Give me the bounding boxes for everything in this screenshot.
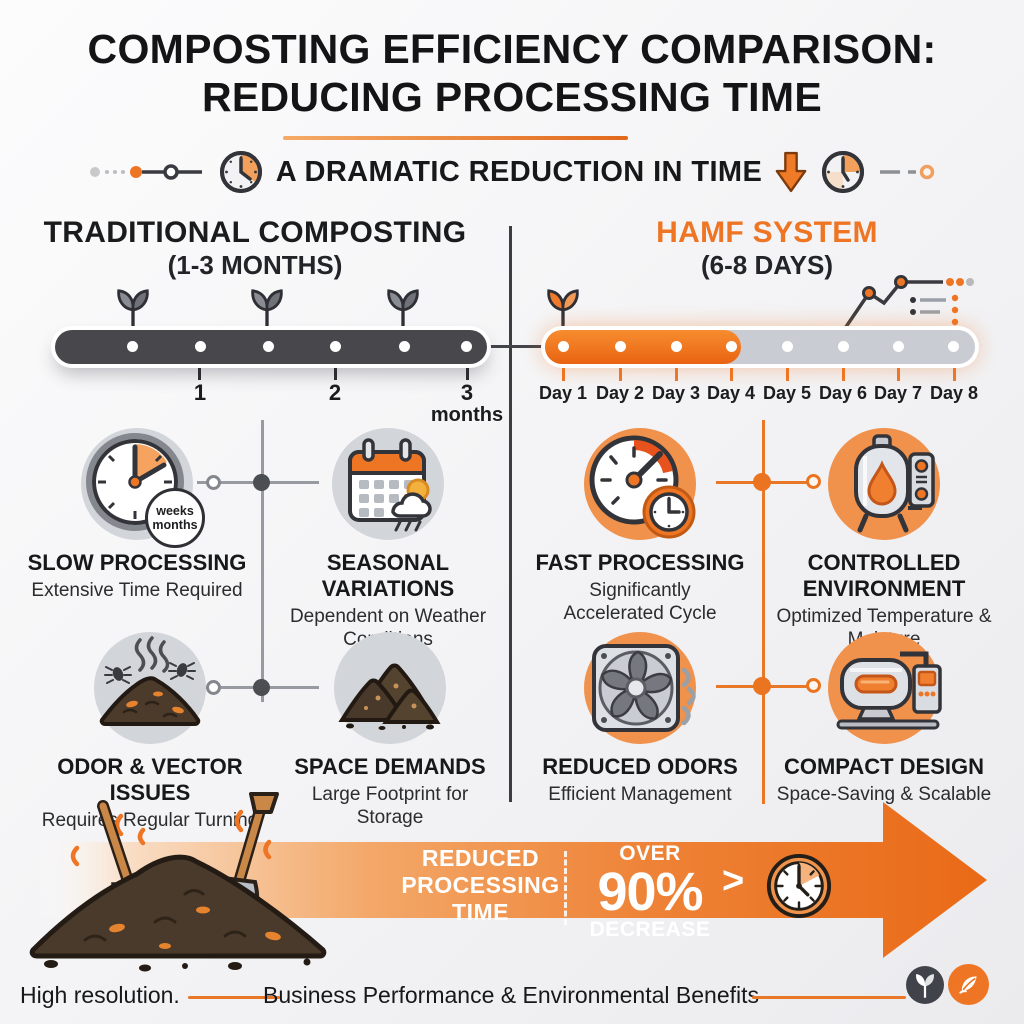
feature-title: COMPACT DESIGN [783,754,985,779]
feature-slow-processing: weeks months SLOW PROCESSING Extensive T… [12,428,262,602]
exhaust-fan-icon [592,644,696,732]
speedometer-clock-icon [589,435,696,539]
feature-title: FAST PROCESSING [535,550,745,575]
calendar-weather-icon [348,438,432,532]
feature-compact-design: COMPACT DESIGN Space-Saving & Scalable [759,632,1009,806]
feature-space-demands: SPACE DEMANDS Large Footprint for Storag… [265,632,515,829]
timeline-decoration-left-icon [89,164,202,180]
stat-suffix: DECREASE [589,918,711,941]
footer-center-text: Business Performance & Environmental Ben… [262,982,760,1008]
hamf-title: HAMF SYSTEM [656,216,878,249]
subtitle-text: A DRAMATIC REDUCTION IN TIME [275,155,763,188]
compact-machine-icon [836,651,942,730]
chevron-right: > [722,860,745,902]
month-tick [198,368,201,380]
badge-line: weeks [156,504,194,518]
leaf-logo [948,964,989,1005]
traditional-timeline-bar [55,330,487,364]
feature-odor-vector-issues: ODOR & VECTOR ISSUES Requires Regular Tu… [25,632,275,832]
clock-icon [822,151,865,193]
reduction-arrow [35,802,987,958]
feature-subtitle: Space-Saving & Scalable [776,784,992,805]
feature-subtitle: Requires Regular Turning [41,810,259,831]
feature-seasonal-variations: SEASONAL VARIATIONS Dependent on Weather… [263,428,513,651]
stat-prefix: OVER [619,842,681,865]
banner-clock-icon [766,853,832,919]
feature-reduced-odors: REDUCED ODORS Efficient Management [515,632,765,806]
hamf-timeline-progress [545,330,741,364]
traditional-title: TRADITIONAL COMPOSTING [43,216,467,249]
footer-left-text: High resolution. [20,982,180,1008]
feature-subtitle: Significantly Accelerated Cycle [563,580,717,624]
connector-line [762,420,765,804]
sprout-icon [117,289,149,329]
clock-icon [219,151,262,193]
day-label: Day 4 [706,383,756,403]
connector-node [806,474,821,489]
day-label: Day 8 [929,383,979,403]
connector-node [806,678,821,693]
feature-title: SLOW PROCESSING [27,550,247,575]
hamf-duration: (6-8 DAYS) [701,250,833,280]
day-label: Day 2 [595,383,645,403]
month-tick [334,368,337,380]
day-label: Day 7 [873,383,923,403]
tank-moisture-icon [854,434,935,533]
feature-fast-processing: FAST PROCESSING Significantly Accelerate… [515,428,765,625]
feature-subtitle: Efficient Management [548,784,732,805]
feature-title: REDUCED ODORS [542,754,738,779]
month-label: 3 [460,380,474,405]
month-label: 1 [193,380,207,405]
connector-node [253,474,270,491]
connector-node [753,473,771,491]
sprout-logo [906,966,944,1004]
feature-controlled-environment: CONTROLLED ENVIRONMENT Optimized Tempera… [759,428,1009,651]
growth-chart-icon [833,275,974,344]
connector-node [253,679,270,696]
feature-title: ODOR & VECTOR ISSUES [57,754,243,805]
hamf-timeline-bar [545,330,975,364]
compost-pile-illustration [29,792,327,972]
day-label: Day 3 [651,383,701,403]
sprout-icon-orange [547,289,579,329]
column-divider [509,226,512,802]
page-title-line2: REDUCING PROCESSING TIME [202,74,822,120]
month-unit-label: months [430,404,504,426]
sprout-icon [387,289,419,329]
stat-value: 90% [597,862,703,922]
month-tick [466,368,469,380]
connector-node [206,475,221,490]
footer-divider-line [752,996,906,999]
compost-piles-icon [338,663,441,730]
feature-subtitle: Large Footprint for Storage [311,784,469,828]
timeline-connector-line [484,345,548,348]
compost-odor-icon [99,636,201,726]
connector-node [753,677,771,695]
subtitle-row: A DRAMATIC REDUCTION IN TIME [0,148,1024,196]
feature-subtitle: Extensive Time Required [31,580,243,601]
feature-title: CONTROLLED ENVIRONMENT [802,550,966,601]
banner-stat: OVER 90% DECREASE [582,842,718,942]
page-title-line1: COMPOSTING EFFICIENCY COMPARISON: [87,26,937,72]
connector-node [206,680,221,695]
connector-line [261,420,264,702]
banner-divider [564,851,567,925]
sprout-icon [251,289,283,329]
month-label: 2 [328,380,342,405]
timeline-decoration-right-icon [880,164,935,180]
traditional-duration: (1-3 MONTHS) [167,250,343,280]
footer-divider-line [188,996,280,999]
down-arrow-icon [775,151,807,193]
title-underline [283,136,628,140]
badge-line: months [152,518,198,532]
weeks-months-badge: weeks months [145,488,205,548]
feature-title: SPACE DEMANDS [294,754,486,779]
day-label: Day 5 [762,383,812,403]
feature-title: SEASONAL VARIATIONS [321,550,455,601]
day-label: Day 1 [538,383,588,403]
banner-label: REDUCED PROCESSING TIME [401,845,560,925]
day-label: Day 6 [818,383,868,403]
